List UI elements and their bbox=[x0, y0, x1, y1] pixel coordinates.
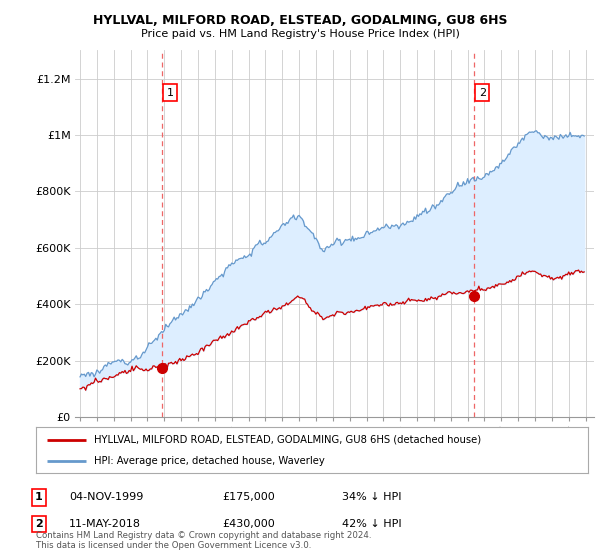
Text: 2: 2 bbox=[35, 519, 43, 529]
Text: £430,000: £430,000 bbox=[222, 519, 275, 529]
Text: Contains HM Land Registry data © Crown copyright and database right 2024.
This d: Contains HM Land Registry data © Crown c… bbox=[36, 530, 371, 550]
Text: 42% ↓ HPI: 42% ↓ HPI bbox=[342, 519, 401, 529]
Text: 1: 1 bbox=[167, 88, 173, 98]
Text: 2: 2 bbox=[479, 88, 486, 98]
Text: 04-NOV-1999: 04-NOV-1999 bbox=[69, 492, 143, 502]
Text: HPI: Average price, detached house, Waverley: HPI: Average price, detached house, Wave… bbox=[94, 456, 325, 466]
Text: 11-MAY-2018: 11-MAY-2018 bbox=[69, 519, 141, 529]
Text: 34% ↓ HPI: 34% ↓ HPI bbox=[342, 492, 401, 502]
Text: HYLLVAL, MILFORD ROAD, ELSTEAD, GODALMING, GU8 6HS: HYLLVAL, MILFORD ROAD, ELSTEAD, GODALMIN… bbox=[93, 14, 507, 27]
Text: 1: 1 bbox=[35, 492, 43, 502]
Text: HYLLVAL, MILFORD ROAD, ELSTEAD, GODALMING, GU8 6HS (detached house): HYLLVAL, MILFORD ROAD, ELSTEAD, GODALMIN… bbox=[94, 435, 481, 445]
Text: £175,000: £175,000 bbox=[222, 492, 275, 502]
Text: Price paid vs. HM Land Registry's House Price Index (HPI): Price paid vs. HM Land Registry's House … bbox=[140, 29, 460, 39]
